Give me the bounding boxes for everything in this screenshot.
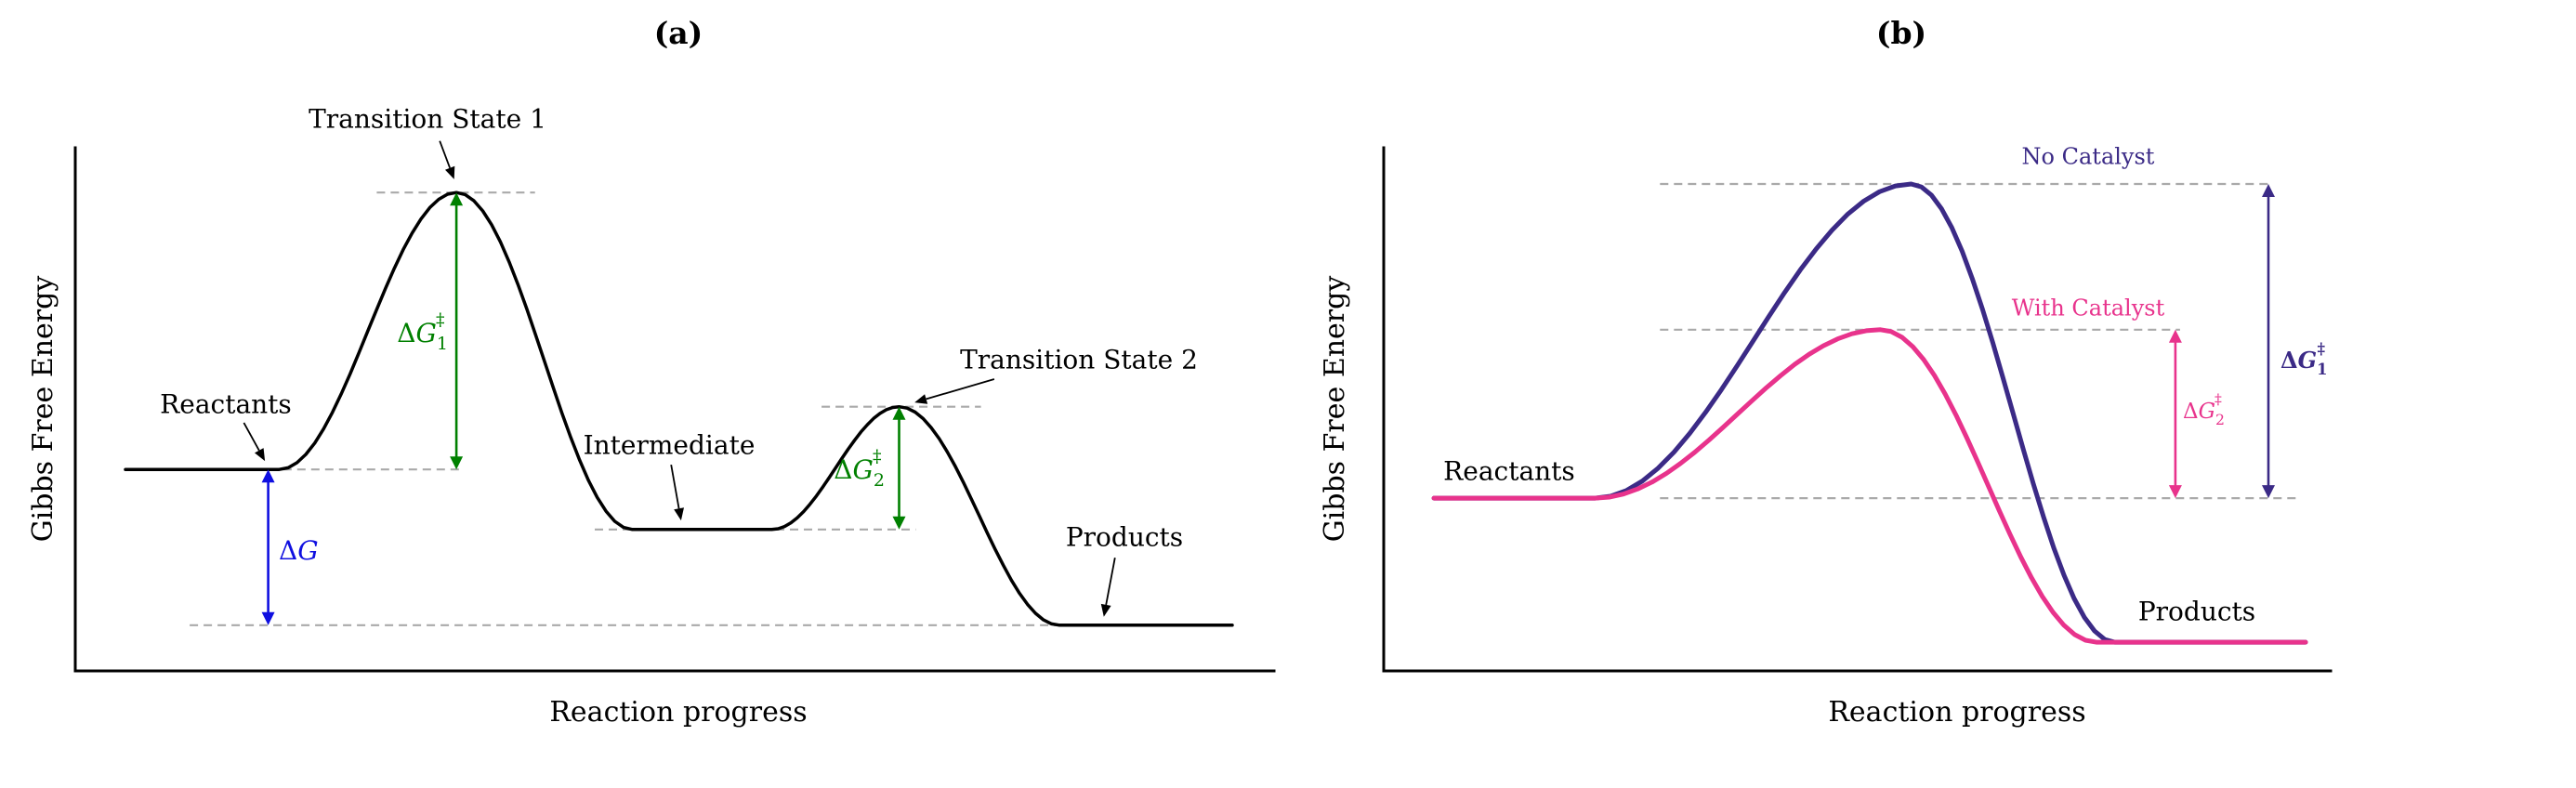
panel-b-y-axis-label: Gibbs Free Energy	[1319, 276, 1351, 543]
activation-energy-step-1-head-bottom	[450, 456, 464, 470]
activation-energy-uncatalyzed-head-top	[2262, 184, 2275, 197]
curve-two-step-reaction-profile	[124, 190, 1234, 627]
delta-g2-ddagger-label-a: ΔG2‡	[834, 446, 885, 491]
panel-b-title: (b)	[1876, 15, 1926, 51]
panel-b-energy-diagram: (b) Gibbs Free Energy Reaction progress …	[1319, 15, 2333, 729]
transition-state-1-label: Transition State 1	[309, 104, 546, 135]
reactants-label-b: Reactants	[1443, 456, 1575, 487]
annotation-arrow-shaft	[670, 464, 680, 509]
curve-with-catalyst	[1431, 327, 2308, 645]
annotation-arrow-shaft	[1105, 558, 1116, 606]
delta-g-label-a: ΔG	[279, 535, 319, 566]
reactants-label-a: Reactants	[160, 389, 292, 420]
panel-a-energy-diagram: (a) Gibbs Free Energy Reaction progress …	[27, 15, 1276, 729]
panel-a-title: (a)	[654, 15, 703, 51]
no-catalyst-label: No Catalyst	[2022, 144, 2155, 170]
panel-a-y-axis-label: Gibbs Free Energy	[27, 276, 59, 543]
annotation-arrowhead	[255, 448, 266, 462]
annotation-arrowhead	[914, 394, 928, 404]
activation-energy-catalyzed-head-bottom	[2168, 485, 2182, 499]
panel-a-x-axis-label: Reaction progress	[549, 696, 807, 729]
annotation-arrow-shaft	[243, 422, 260, 452]
annotation-arrowhead	[1100, 603, 1111, 617]
annotation-arrowhead	[445, 165, 455, 179]
axes-a	[73, 146, 1276, 673]
products-label-a: Products	[1066, 522, 1183, 553]
intermediate-label: Intermediate	[584, 430, 756, 461]
plot-layer-a	[124, 140, 1234, 627]
products-label-b: Products	[2138, 597, 2255, 627]
activation-energy-step-2-head-top	[892, 406, 906, 420]
activation-energy-step-2-head-bottom	[892, 516, 906, 530]
plot-layer-b	[1431, 181, 2308, 645]
panel-b-x-axis-label: Reaction progress	[1828, 696, 2085, 729]
activation-energy-uncatalyzed-head-bottom	[2262, 485, 2275, 499]
axes-b	[1382, 146, 2333, 673]
activation-energy-catalyzed-head-top	[2168, 329, 2182, 343]
annotation-arrow-shaft	[439, 140, 451, 169]
delta-g1-ddagger-label-b: ΔG1‡	[2280, 340, 2327, 378]
delta-g2-ddagger-label-b: ΔG2‡	[2183, 390, 2225, 428]
annotation-arrowhead	[674, 507, 684, 521]
overall-delta-g-head-bottom	[261, 611, 275, 625]
delta-g1-ddagger-label-a: ΔG1‡	[397, 309, 448, 354]
activation-energy-step-1-head-top	[450, 192, 464, 206]
annotation-arrow-shaft	[926, 378, 995, 401]
with-catalyst-label: With Catalyst	[2012, 296, 2165, 322]
transition-state-2-label: Transition State 2	[960, 345, 1198, 375]
overall-delta-g-head-top	[261, 469, 275, 483]
